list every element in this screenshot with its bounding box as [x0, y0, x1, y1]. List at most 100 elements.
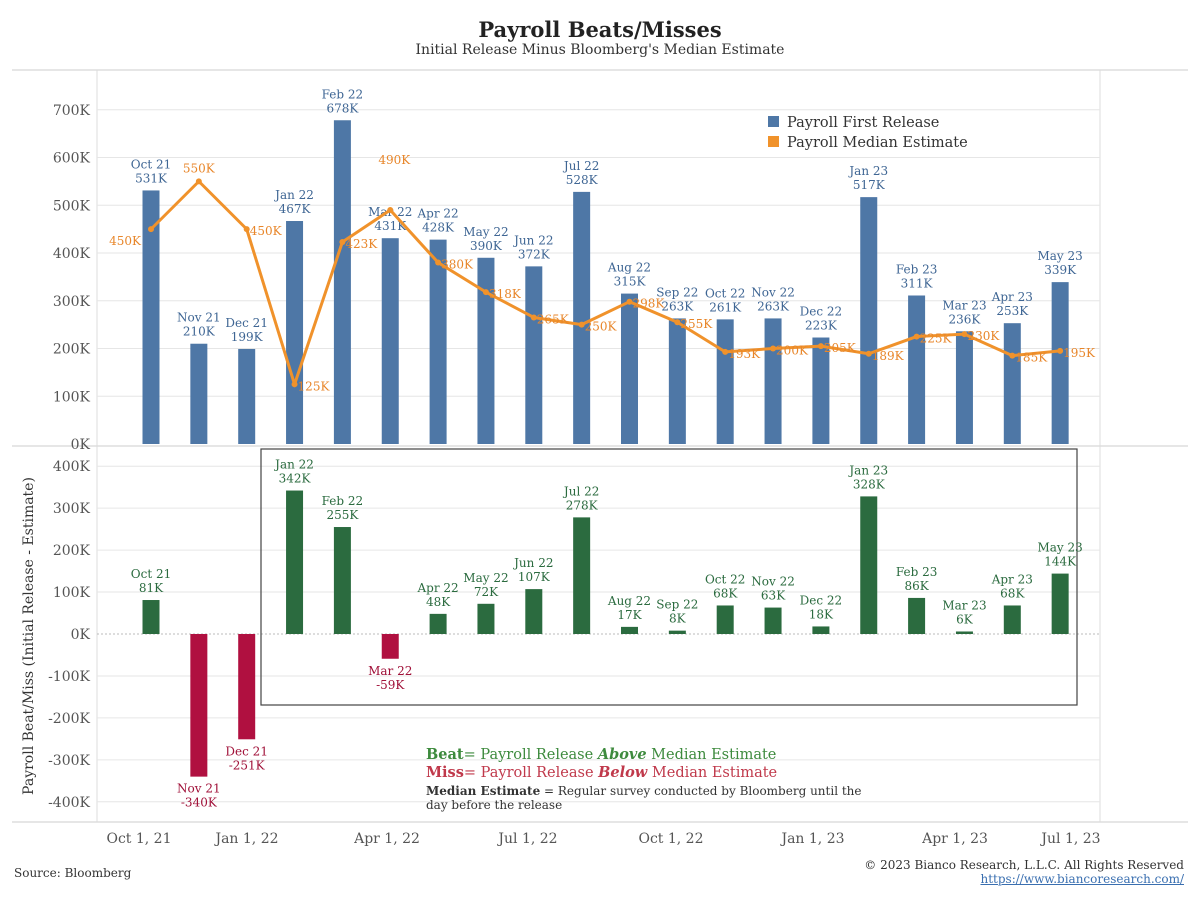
estimate-point: [387, 207, 394, 214]
website-link[interactable]: https://www.biancoresearch.com/: [980, 872, 1184, 886]
beat-bar: [525, 589, 543, 634]
beat-bar: [333, 527, 351, 634]
beat-value-label: 255K: [326, 508, 359, 522]
release-value-label: 236K: [949, 312, 982, 326]
beat-value-label: 81K: [139, 581, 164, 595]
beat-bar: [955, 631, 973, 634]
beat-value-label: 63K: [761, 589, 786, 603]
estimate-point: [913, 333, 920, 340]
estimate-value-label: 450K: [109, 234, 142, 248]
beat-bar: [812, 626, 830, 634]
release-bar: [190, 343, 208, 444]
release-bar: [812, 337, 830, 444]
estimate-value-label: 195K: [1063, 346, 1096, 360]
miss-bar: [238, 634, 256, 740]
top-y-tick-label: 400K: [53, 246, 91, 262]
estimate-value-label: 250K: [585, 320, 618, 334]
bottom-y-tick-label: 400K: [53, 459, 91, 475]
miss-month-label: Nov 21: [177, 782, 221, 796]
x-tick-label: Oct 1, 21: [106, 831, 171, 847]
beat-month-label: May 22: [463, 571, 508, 585]
x-tick-label: Apr 1, 23: [921, 831, 988, 847]
top-y-tick-label: 200K: [53, 342, 91, 358]
release-value-label: 517K: [853, 178, 886, 192]
bottom-y-tick-label: -300K: [48, 753, 90, 769]
beat-month-label: Jan 22: [273, 458, 314, 472]
release-value-label: 431K: [374, 219, 407, 233]
beat-value-label: 68K: [713, 586, 738, 600]
highlight-box: [260, 448, 1078, 706]
release-value-label: 372K: [518, 247, 551, 261]
beat-bar: [1003, 605, 1021, 634]
release-value-label: 253K: [996, 304, 1029, 318]
beat-value-label: 48K: [426, 595, 451, 609]
release-month-label: Mar 23: [942, 298, 986, 312]
beat-bar: [764, 607, 782, 634]
top-y-tick-label: 300K: [53, 294, 91, 310]
estimate-line: [149, 179, 1061, 386]
release-month-label: Aug 22: [607, 261, 651, 275]
beat-value-label: 68K: [1000, 586, 1025, 600]
miss-value-label: -251K: [229, 758, 266, 772]
estimate-value-label: 255K: [680, 317, 713, 331]
estimate-point: [243, 226, 250, 233]
release-value-label: 315K: [614, 275, 647, 289]
estimate-point: [578, 321, 585, 328]
release-bar: [286, 221, 304, 444]
estimate-value-label: 200K: [776, 344, 809, 358]
release-month-label: Apr 23: [991, 290, 1033, 304]
estimate-point: [817, 343, 824, 350]
miss-note: Miss= Payroll Release Below Median Estim…: [426, 764, 778, 781]
estimate-value-label: 185K: [1015, 351, 1048, 365]
bottom-y-tick-label: 100K: [53, 585, 91, 601]
release-value-label: 311K: [901, 276, 934, 290]
release-month-label: May 23: [1037, 249, 1082, 263]
beat-value-label: 86K: [904, 579, 929, 593]
beat-month-label: Jul 22: [562, 484, 599, 498]
release-bar: [429, 239, 447, 444]
bottom-y-tick-label: -100K: [48, 669, 90, 685]
beat-value-label: 278K: [566, 498, 599, 512]
legend-notes: Beat= Payroll Release Above Median Estim…: [426, 746, 876, 812]
release-bar: [477, 257, 495, 444]
copyright-text: © 2023 Bianco Research, L.L.C. All Right…: [864, 858, 1184, 872]
release-value-label: 467K: [279, 202, 312, 216]
legend-estimate-label: Payroll Median Estimate: [787, 135, 968, 151]
estimate-point: [865, 350, 872, 357]
release-month-label: Sep 22: [656, 285, 698, 299]
beat-value-label: 342K: [279, 472, 312, 486]
miss-month-label: Mar 22: [368, 664, 412, 678]
release-value-label: 390K: [470, 239, 503, 253]
release-month-label: Dec 21: [225, 316, 268, 330]
release-month-label: Apr 22: [417, 207, 459, 221]
estimate-point: [339, 239, 346, 246]
beat-month-label: Oct 21: [131, 567, 171, 581]
release-value-label: 199K: [231, 330, 264, 344]
estimate-point: [148, 226, 154, 233]
beat-value-label: 18K: [809, 607, 834, 621]
release-month-label: Feb 22: [322, 87, 364, 101]
estimate-point: [674, 319, 681, 326]
miss-value-label: -59K: [376, 678, 405, 692]
release-bar: [764, 318, 782, 444]
release-month-label: May 22: [463, 225, 508, 239]
estimate-point: [626, 298, 633, 305]
release-bar: [668, 318, 686, 444]
release-month-label: Feb 23: [896, 262, 938, 276]
beat-value-label: 328K: [853, 477, 886, 491]
estimate-value-label: 423K: [345, 237, 378, 251]
miss-bar: [190, 634, 208, 777]
chart-title: Payroll Beats/Misses: [478, 17, 722, 42]
release-value-label: 528K: [566, 173, 599, 187]
beat-value-label: 144K: [1044, 555, 1077, 569]
release-bar: [381, 238, 399, 444]
release-bar: [1051, 282, 1069, 444]
source-note: Source: Bloomberg: [14, 866, 132, 880]
estimate-point: [1057, 347, 1064, 354]
release-bar: [525, 266, 543, 444]
beat-month-label: Apr 22: [417, 581, 459, 595]
estimate-value-label: 205K: [824, 341, 857, 355]
beat-value-label: 17K: [617, 608, 642, 622]
estimate-value-label: 380K: [441, 258, 474, 272]
